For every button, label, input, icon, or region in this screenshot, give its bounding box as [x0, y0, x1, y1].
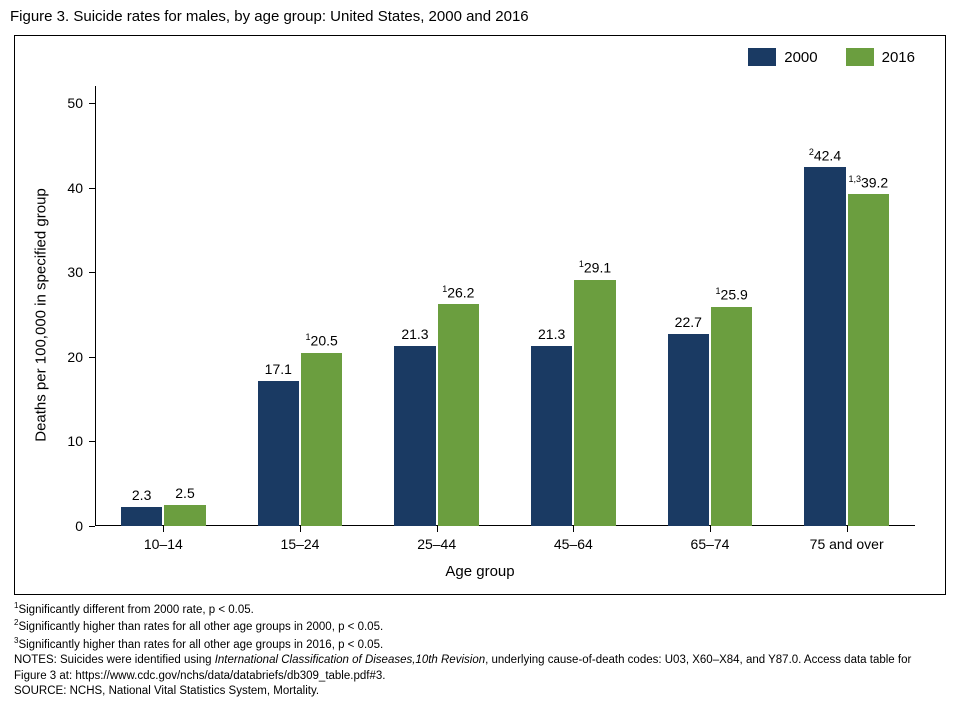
y-tick-label: 50 [67, 95, 83, 111]
footnote-1-text: Significantly different from 2000 rate, … [18, 604, 253, 616]
x-tick [710, 526, 711, 532]
footnote-notes: NOTES: Suicides were identified using In… [14, 653, 946, 684]
y-tick-label: 0 [75, 518, 83, 534]
bar-value-label: 21.3 [538, 326, 565, 342]
bar: 1,339.2 [848, 194, 889, 526]
legend: 2000 2016 [748, 48, 915, 66]
bar-value-label: 126.2 [442, 284, 474, 301]
bar-value-label: 129.1 [579, 259, 611, 276]
bar: 2.5 [164, 505, 205, 526]
y-axis-title: Deaths per 100,000 in specified group [33, 188, 50, 442]
x-tick-label: 45–64 [554, 536, 593, 552]
y-tick [89, 272, 95, 273]
bar: 125.9 [711, 307, 752, 526]
legend-swatch-2016 [846, 48, 874, 66]
bar-value-label: 22.7 [675, 314, 702, 330]
y-tick-label: 10 [67, 433, 83, 449]
bar-value-label: 17.1 [265, 361, 292, 377]
x-tick-label: 75 and over [810, 536, 884, 552]
bar-value-label: 242.4 [809, 147, 841, 164]
footnote-2: 2Significantly higher than rates for all… [14, 618, 946, 635]
y-axis-line [95, 86, 96, 526]
x-tick [573, 526, 574, 532]
x-tick [847, 526, 848, 532]
footnotes: 1Significantly different from 2000 rate,… [0, 595, 960, 700]
bar-value-label: 125.9 [716, 286, 748, 303]
x-tick-label: 25–44 [417, 536, 456, 552]
notes-text-a: Suicides were identified using [60, 654, 215, 666]
footnote-3-text: Significantly higher than rates for all … [18, 639, 383, 651]
y-tick [89, 103, 95, 104]
x-tick [300, 526, 301, 532]
legend-label-2000: 2000 [784, 49, 817, 66]
plot-area: 0102030405010–1415–2425–4445–6465–7475 a… [95, 86, 915, 526]
bar: 126.2 [438, 304, 479, 526]
y-tick-label: 20 [67, 349, 83, 365]
bar: 129.1 [574, 280, 615, 526]
y-tick-label: 40 [67, 180, 83, 196]
x-axis-line [95, 525, 915, 526]
bar-value-label: 2.3 [132, 487, 151, 503]
bar: 22.7 [668, 334, 709, 526]
x-tick-label: 65–74 [691, 536, 730, 552]
bar-value-label: 2.5 [175, 485, 194, 501]
legend-label-2016: 2016 [882, 49, 915, 66]
x-tick [163, 526, 164, 532]
source-label: SOURCE: [14, 685, 70, 697]
y-tick [89, 188, 95, 189]
bar: 21.3 [394, 346, 435, 526]
bar-value-label: 1,339.2 [848, 174, 888, 191]
x-tick [437, 526, 438, 532]
legend-item-2000: 2000 [748, 48, 817, 66]
legend-item-2016: 2016 [846, 48, 915, 66]
footnote-1: 1Significantly different from 2000 rate,… [14, 601, 946, 618]
bar: 21.3 [531, 346, 572, 526]
footnote-source: SOURCE: NCHS, National Vital Statistics … [14, 684, 946, 700]
bar: 2.3 [121, 507, 162, 526]
legend-swatch-2000 [748, 48, 776, 66]
notes-ital: International Classification of Diseases… [215, 654, 485, 666]
y-tick-label: 30 [67, 264, 83, 280]
bar: 120.5 [301, 353, 342, 526]
bar: 17.1 [258, 381, 299, 526]
footnote-3: 3Significantly higher than rates for all… [14, 636, 946, 653]
bar: 242.4 [804, 167, 845, 526]
bar-value-label: 120.5 [306, 332, 338, 349]
y-tick [89, 357, 95, 358]
x-axis-title: Age group [445, 563, 514, 580]
source-text: NCHS, National Vital Statistics System, … [70, 685, 319, 697]
notes-label: NOTES: [14, 654, 60, 666]
y-tick [89, 441, 95, 442]
figure-title: Figure 3. Suicide rates for males, by ag… [0, 0, 960, 29]
chart-container: 2000 2016 Deaths per 100,000 in specifie… [14, 35, 946, 595]
bar-value-label: 21.3 [401, 326, 428, 342]
footnote-2-text: Significantly higher than rates for all … [18, 621, 383, 633]
y-tick [89, 526, 95, 527]
x-tick-label: 10–14 [144, 536, 183, 552]
x-tick-label: 15–24 [281, 536, 320, 552]
